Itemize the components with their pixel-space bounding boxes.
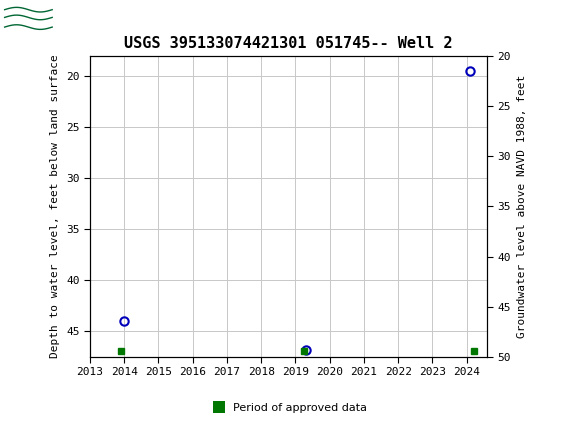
Title: USGS 395133074421301 051745-- Well 2: USGS 395133074421301 051745-- Well 2 — [124, 36, 453, 51]
Text: USGS: USGS — [58, 12, 105, 27]
Bar — [3, 4, 55, 35]
Legend: Period of approved data: Period of approved data — [206, 399, 371, 418]
Y-axis label: Depth to water level, feet below land surface: Depth to water level, feet below land su… — [50, 55, 60, 358]
Y-axis label: Groundwater level above NAVD 1988, feet: Groundwater level above NAVD 1988, feet — [517, 75, 527, 338]
